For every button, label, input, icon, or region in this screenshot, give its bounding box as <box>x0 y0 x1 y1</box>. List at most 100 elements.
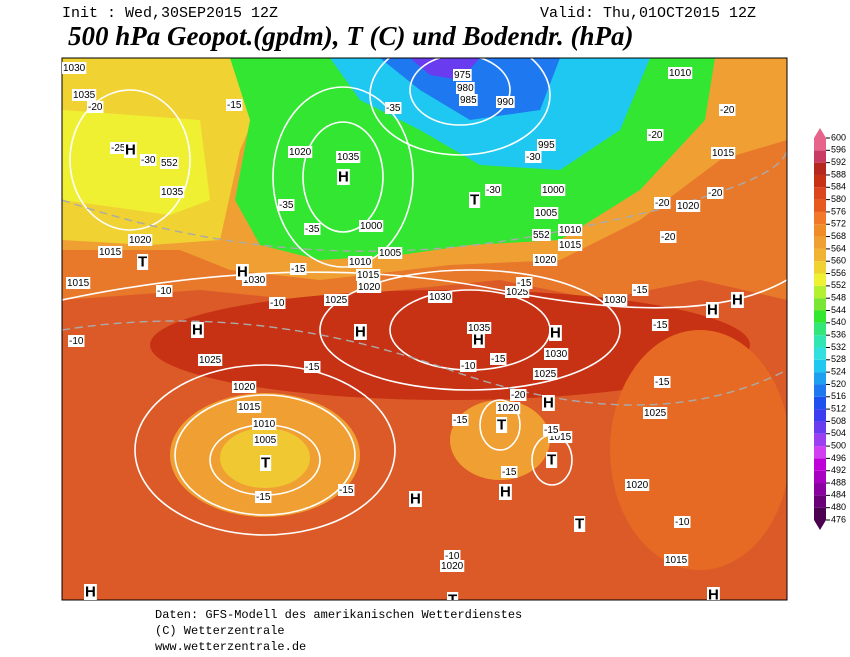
pressure-center: H <box>732 291 743 308</box>
isobar-label-box <box>62 62 87 74</box>
isobar-label-box <box>198 354 223 366</box>
valid-time: Valid: Thu,01OCT2015 12Z <box>540 5 756 22</box>
isobar-label: 975 <box>454 70 471 81</box>
colorbar-label: 560 <box>831 256 846 266</box>
colorbar-label: 528 <box>831 354 846 364</box>
isotherm-label: -10 <box>675 517 690 528</box>
pressure-center: T <box>547 451 556 468</box>
isobar-label: 1010 <box>253 419 276 430</box>
pressure-center: H <box>125 141 136 158</box>
isobar-label-box <box>533 254 558 266</box>
isotherm-label: -35 <box>386 103 401 114</box>
pressure-center-box <box>706 302 719 318</box>
colorbar-label: 488 <box>831 477 846 487</box>
pressure-center-box <box>354 324 367 340</box>
isotherm-label-box <box>660 231 677 243</box>
pressure-center: T <box>448 591 457 608</box>
isotherm-label-box <box>87 101 104 113</box>
isobar-label: 1015 <box>238 402 261 413</box>
isotherm-label-box <box>338 484 355 496</box>
temp-field <box>62 110 210 215</box>
isobar-label: 1005 <box>535 208 558 219</box>
isobar-label: 1015 <box>665 555 688 566</box>
temp-field <box>150 290 750 400</box>
isobar-label: 1000 <box>360 221 383 232</box>
isobar-label-box <box>625 479 650 491</box>
isobar-label: 1030 <box>545 349 568 360</box>
geopotential-label-box <box>160 157 179 169</box>
colorbar-segment <box>814 384 826 397</box>
isobar-label-box <box>664 554 689 566</box>
isobar-label: 1025 <box>534 369 557 380</box>
isobar-label: 1020 <box>534 255 557 266</box>
isotherm-label: -30 <box>526 152 541 163</box>
isobar-label: 1030 <box>429 292 452 303</box>
isobar-label: 1030 <box>243 275 266 286</box>
isobar-label-box <box>453 69 472 81</box>
isobar-label-box <box>459 94 478 106</box>
isotherm-label: -30 <box>141 155 156 166</box>
colorbar-segment <box>814 335 826 348</box>
isotherm-label: -10 <box>270 298 285 309</box>
colorbar-segment <box>814 507 826 520</box>
geopotential-label: 552 <box>533 230 550 241</box>
pressure-center-box <box>236 264 249 280</box>
footer-source: Daten: GFS-Modell des amerikanischen Wet… <box>155 608 522 622</box>
pressure-center: H <box>192 321 203 338</box>
isobar-label: 1015 <box>67 278 90 289</box>
isobar-label: 1015 <box>357 270 380 281</box>
colorbar-segment <box>814 495 826 508</box>
colorbar-segment <box>814 261 826 274</box>
isobar-label-box <box>603 294 628 306</box>
isotherm-label-box <box>654 376 671 388</box>
pressure-center: H <box>237 263 248 280</box>
isotherm-label-box <box>278 199 295 211</box>
isotherm-label: -10 <box>445 551 460 562</box>
isobar-label-box <box>66 277 91 289</box>
isobar-label-box <box>252 418 277 430</box>
isotherm-label: -20 <box>88 102 103 113</box>
colorbar-label: 504 <box>831 428 846 438</box>
isotherm-label-box <box>444 550 461 562</box>
isobar-label: 1035 <box>161 187 184 198</box>
colorbar-label: 492 <box>831 465 846 475</box>
isotherm-label-box <box>140 154 157 166</box>
pressure-center: H <box>543 394 554 411</box>
colorbar-segment <box>814 248 826 262</box>
colorbar-label: 568 <box>831 231 846 241</box>
isotherm-label-box <box>516 277 533 289</box>
pressure-center: H <box>85 583 96 600</box>
isobar-label-box <box>128 234 153 246</box>
isobar-label: 1035 <box>468 323 491 334</box>
colorbar-segment <box>814 224 826 237</box>
colorbar-segment <box>814 187 826 200</box>
isotherm-label-box <box>632 284 649 296</box>
isotherm-label-box <box>460 360 477 372</box>
pressure-center-box <box>707 587 720 600</box>
isotherm-label: -15 <box>502 467 517 478</box>
colorbar-segment <box>814 199 826 212</box>
isotherm-label-box <box>719 104 736 116</box>
isotherm-label-box <box>269 297 286 309</box>
pressure-center: H <box>355 323 366 340</box>
pressure-center-box <box>447 592 459 600</box>
isobar-label: 1035 <box>337 152 360 163</box>
colorbar-segment <box>814 322 826 336</box>
map-labels: 1030 1035 1035 1020 1015 1015 1030 1025 1030 1035… <box>62 62 744 608</box>
colorbar-segment <box>814 458 826 471</box>
isobar-label: 1000 <box>542 185 565 196</box>
pressure-center-box <box>84 584 97 600</box>
isobar-label-box <box>643 407 668 419</box>
temp-field <box>450 400 550 480</box>
pressure-center-box <box>124 142 137 158</box>
isobar-label-box <box>496 402 521 414</box>
pressure-center-box <box>731 292 744 308</box>
isotherm-label-box <box>543 424 560 436</box>
isobar-label-box <box>668 67 693 79</box>
isotherm-label: -20 <box>655 198 670 209</box>
isobar-label-box <box>336 151 361 163</box>
pressure-center: T <box>575 515 584 532</box>
pressure-center-box <box>546 452 558 468</box>
colorbar-segment <box>814 396 826 410</box>
